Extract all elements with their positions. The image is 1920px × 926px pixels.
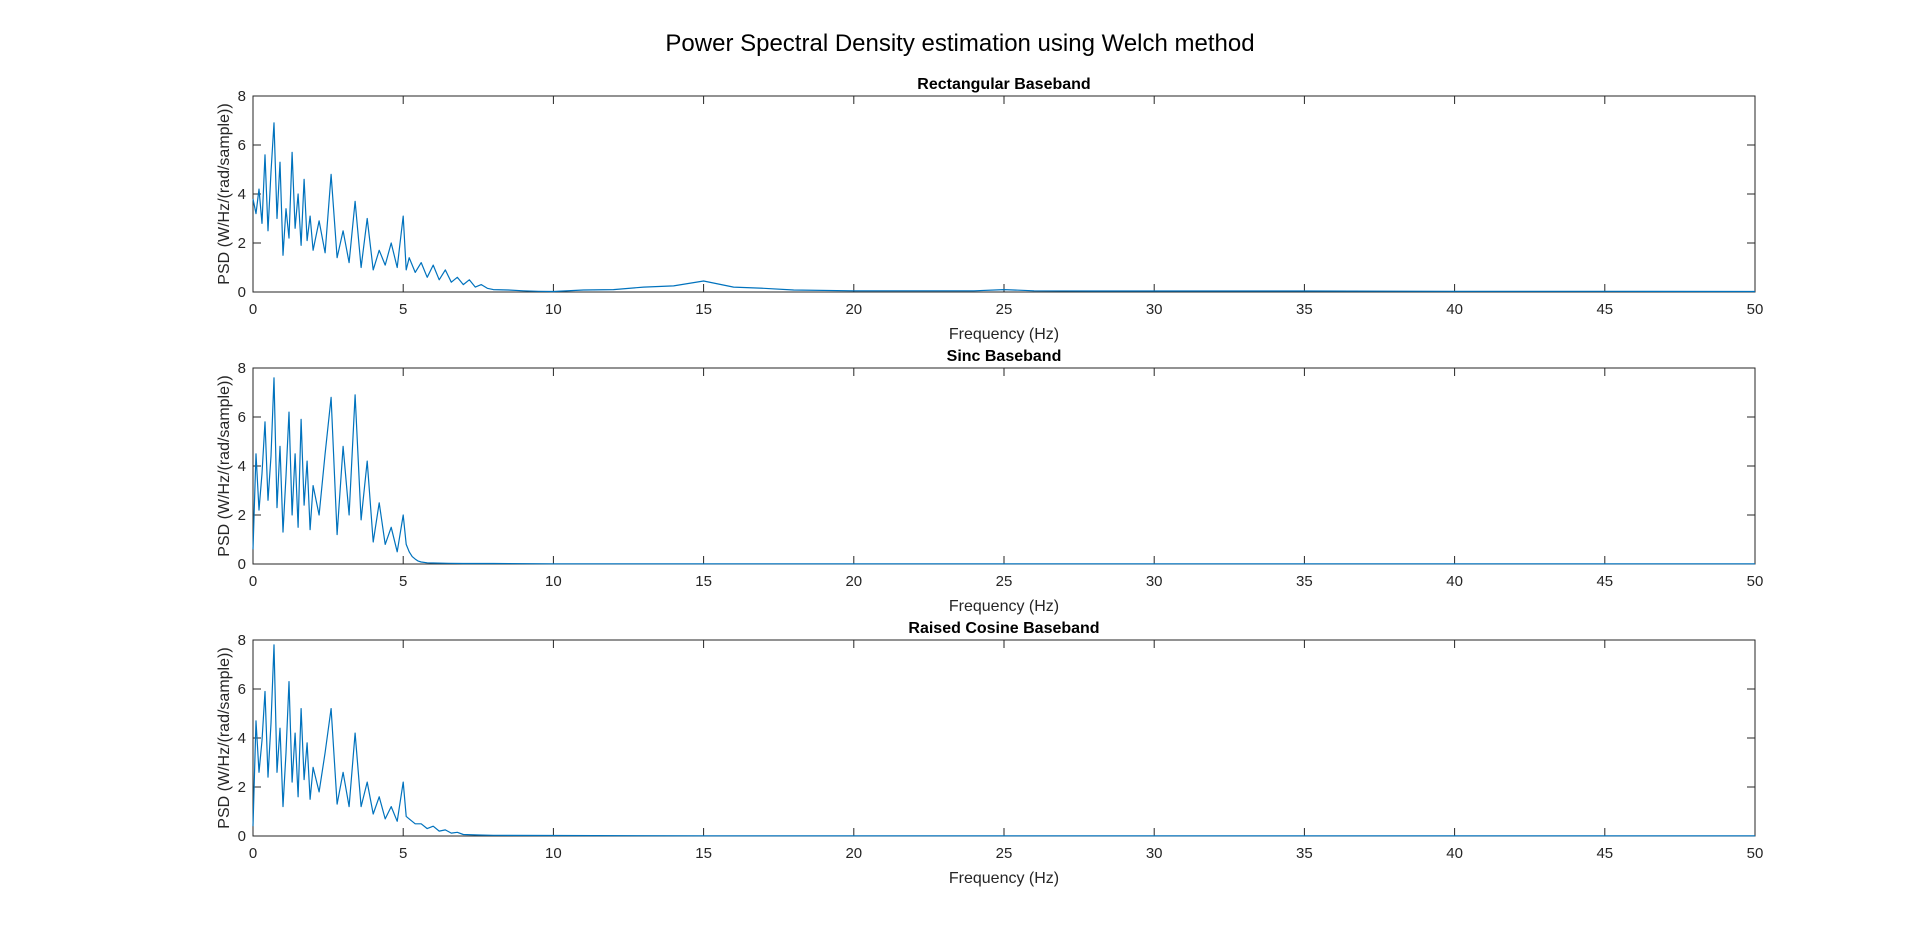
y-tick-label: 0 (238, 284, 246, 301)
y-tick-label: 8 (238, 632, 246, 649)
x-tick-label: 50 (1747, 301, 1764, 318)
subplot-title: Raised Cosine Baseband (908, 620, 1099, 637)
x-tick-label: 45 (1596, 845, 1613, 862)
x-tick-label: 5 (399, 573, 407, 590)
x-tick-label: 0 (249, 573, 257, 590)
x-tick-label: 30 (1146, 301, 1163, 318)
x-tick-label: 30 (1146, 845, 1163, 862)
y-axis-label: PSD (W/Hz/(rad/sample)) (216, 647, 233, 828)
x-tick-label: 45 (1596, 301, 1613, 318)
psd-series-line (252, 122, 1756, 293)
x-tick-label: 0 (249, 845, 257, 862)
axes-box (252, 639, 1756, 837)
x-tick-label: 20 (845, 573, 862, 590)
y-tick-label: 8 (238, 360, 246, 377)
x-tick-label: 15 (695, 573, 712, 590)
x-tick-label: 5 (399, 845, 407, 862)
x-tick-label: 40 (1446, 301, 1463, 318)
x-tick-label: 25 (996, 573, 1013, 590)
x-tick-label: 35 (1296, 845, 1313, 862)
subplot-2: 0 5 10 15 20 25 30 35 40 45 50 0 2 4 6 8 Sinc Baseband Fr… (216, 348, 1763, 615)
y-tick-label: 4 (238, 186, 246, 203)
axes-box (252, 367, 1756, 565)
x-tick-label: 10 (545, 845, 562, 862)
psd-series-line (252, 644, 1755, 837)
y-tick-label: 0 (238, 828, 246, 845)
y-axis-label: PSD (W/Hz/(rad/sample)) (216, 375, 233, 556)
x-tick-label: 30 (1146, 573, 1163, 590)
x-tick-label: 15 (695, 301, 712, 318)
y-tick-label: 4 (238, 730, 246, 747)
y-tick-label: 6 (238, 681, 246, 698)
x-tick-label: 20 (845, 845, 862, 862)
x-tick-label: 35 (1296, 573, 1313, 590)
x-tick-label: 15 (695, 845, 712, 862)
x-tick-label: 0 (249, 301, 257, 318)
x-tick-label: 25 (996, 301, 1013, 318)
x-axis-label: Frequency (Hz) (949, 326, 1059, 343)
x-tick-label: 50 (1747, 573, 1764, 590)
y-tick-label: 2 (238, 507, 246, 524)
x-tick-label: 40 (1446, 845, 1463, 862)
x-tick-label: 5 (399, 301, 407, 318)
x-tick-label: 35 (1296, 301, 1313, 318)
axes-box (252, 95, 1756, 293)
y-tick-label: 0 (238, 556, 246, 573)
subplot-title: Sinc Baseband (947, 348, 1062, 365)
x-axis-label: Frequency (Hz) (949, 870, 1059, 887)
y-tick-label: 2 (238, 235, 246, 252)
x-tick-label: 40 (1446, 573, 1463, 590)
x-tick-label: 10 (545, 301, 562, 318)
x-tick-label: 10 (545, 573, 562, 590)
x-tick-label: 45 (1596, 573, 1613, 590)
y-tick-label: 2 (238, 779, 246, 796)
figure-title: Power Spectral Density estimation using … (665, 30, 1255, 57)
x-tick-label: 20 (845, 301, 862, 318)
y-tick-label: 8 (238, 88, 246, 105)
subplot-title: Rectangular Baseband (917, 76, 1090, 93)
x-axis-label: Frequency (Hz) (949, 598, 1059, 615)
y-tick-label: 4 (238, 458, 246, 475)
y-tick-label: 6 (238, 137, 246, 154)
y-axis-label: PSD (W/Hz/(rad/sample)) (216, 103, 233, 284)
x-tick-label: 25 (996, 845, 1013, 862)
x-tick-label: 50 (1747, 845, 1764, 862)
y-tick-label: 6 (238, 409, 246, 426)
subplot-1: 0 5 10 15 20 25 30 35 40 45 50 0 2 4 6 8 Rectangular Bas… (216, 76, 1763, 343)
subplot-3: 0 5 10 15 20 25 30 35 40 45 50 0 2 4 6 8 Raised Cosine B… (216, 620, 1763, 887)
psd-series-line (252, 377, 1755, 565)
